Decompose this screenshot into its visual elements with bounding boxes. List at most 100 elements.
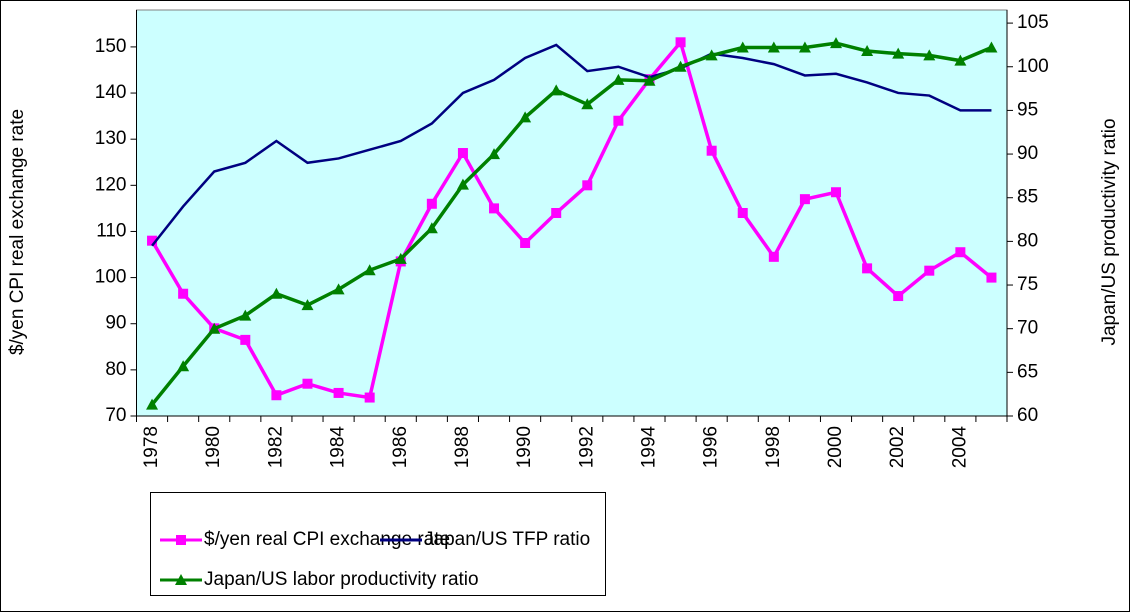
- point: [581, 98, 594, 110]
- point: [270, 287, 283, 299]
- x-tick-label: 2000: [825, 426, 846, 468]
- y2-tick-label: 70: [1017, 318, 1038, 339]
- y2-tick-label: 100: [1017, 56, 1049, 77]
- plot-area: [136, 9, 1008, 417]
- point: [954, 54, 967, 66]
- point: [456, 178, 469, 190]
- y-tick-label: 100: [95, 267, 127, 288]
- point: [862, 263, 873, 274]
- point: [675, 37, 686, 48]
- y-tick-label: 120: [95, 174, 127, 195]
- point: [240, 334, 251, 345]
- point: [582, 180, 593, 191]
- x-tick-label: 1990: [514, 426, 535, 468]
- point: [923, 49, 936, 61]
- point: [177, 360, 190, 372]
- legend-label: Japan/US TFP ratio: [424, 529, 590, 550]
- x-tick-label: 1978: [141, 426, 162, 468]
- y-tick-label: 130: [95, 128, 127, 149]
- y2-tick-label: 75: [1017, 274, 1038, 295]
- point: [489, 203, 500, 214]
- series-line: [150, 41, 993, 406]
- y-tick-label: 150: [95, 36, 127, 57]
- legend-marker: [176, 535, 186, 545]
- point: [924, 265, 935, 276]
- point: [705, 49, 718, 61]
- point: [457, 148, 468, 159]
- y-tick-label: 80: [105, 359, 126, 380]
- legend-label: Japan/US labor productivity ratio: [204, 569, 479, 590]
- y-tick-label: 140: [95, 82, 127, 103]
- y-tick-label: 110: [96, 220, 126, 241]
- point: [893, 291, 904, 302]
- point: [178, 288, 189, 299]
- point: [146, 398, 159, 410]
- point: [768, 251, 779, 262]
- point: [985, 41, 998, 53]
- legend: [150, 492, 606, 596]
- y2-tick-label: 65: [1017, 361, 1038, 382]
- point: [239, 309, 252, 321]
- point: [332, 283, 345, 295]
- x-tick-label: 2004: [949, 426, 970, 469]
- point: [613, 115, 624, 126]
- legend-marker: [175, 574, 187, 585]
- series-line: [151, 43, 992, 247]
- point: [363, 264, 376, 276]
- x-tick-label: 1982: [265, 426, 286, 468]
- point: [301, 299, 314, 311]
- y2-tick-label: 90: [1017, 143, 1038, 164]
- point: [147, 235, 158, 246]
- point: [830, 37, 843, 49]
- point: [302, 378, 313, 389]
- legend-label: $/yen real CPI exchange rate: [204, 529, 450, 550]
- y2-axis-title: Japan/US productivity ratio: [1099, 118, 1120, 345]
- x-tick-label: 1992: [576, 426, 597, 468]
- point: [520, 237, 531, 248]
- point: [488, 148, 501, 160]
- point: [736, 41, 749, 53]
- y-tick-label: 90: [105, 313, 126, 334]
- point: [737, 208, 748, 218]
- y2-tick-label: 105: [1017, 12, 1049, 33]
- series-line: [150, 38, 993, 400]
- point: [831, 187, 842, 198]
- y2-tick-label: 60: [1017, 405, 1038, 426]
- point: [799, 194, 810, 205]
- x-tick-label: 2002: [887, 426, 908, 468]
- y2-tick-label: 95: [1017, 99, 1038, 120]
- point: [551, 208, 562, 218]
- y-tick-label: 70: [105, 405, 126, 426]
- point: [798, 41, 811, 53]
- x-tick-label: 1988: [452, 426, 473, 468]
- point: [674, 60, 687, 72]
- y-axis-title: $/yen CPI real exchange rate: [7, 109, 28, 355]
- point: [643, 74, 656, 86]
- point: [271, 390, 282, 401]
- y2-tick-label: 80: [1017, 230, 1038, 251]
- x-tick-label: 1980: [203, 426, 224, 468]
- point: [519, 111, 532, 123]
- x-tick-label: 1986: [390, 426, 411, 468]
- y2-tick-label: 85: [1017, 187, 1038, 208]
- x-tick-label: 1984: [328, 426, 349, 469]
- point: [426, 198, 437, 209]
- point: [425, 222, 438, 234]
- point: [767, 41, 780, 53]
- x-tick-label: 1994: [638, 426, 659, 469]
- point: [550, 84, 563, 96]
- point: [861, 45, 874, 57]
- point: [955, 247, 966, 258]
- point: [892, 47, 905, 59]
- point: [986, 272, 997, 283]
- point: [333, 387, 344, 398]
- point: [208, 322, 221, 334]
- x-tick-label: 1996: [701, 426, 722, 468]
- point: [612, 73, 625, 85]
- point: [706, 145, 717, 156]
- point: [364, 392, 375, 403]
- x-tick-label: 1998: [763, 426, 784, 468]
- point: [394, 252, 407, 264]
